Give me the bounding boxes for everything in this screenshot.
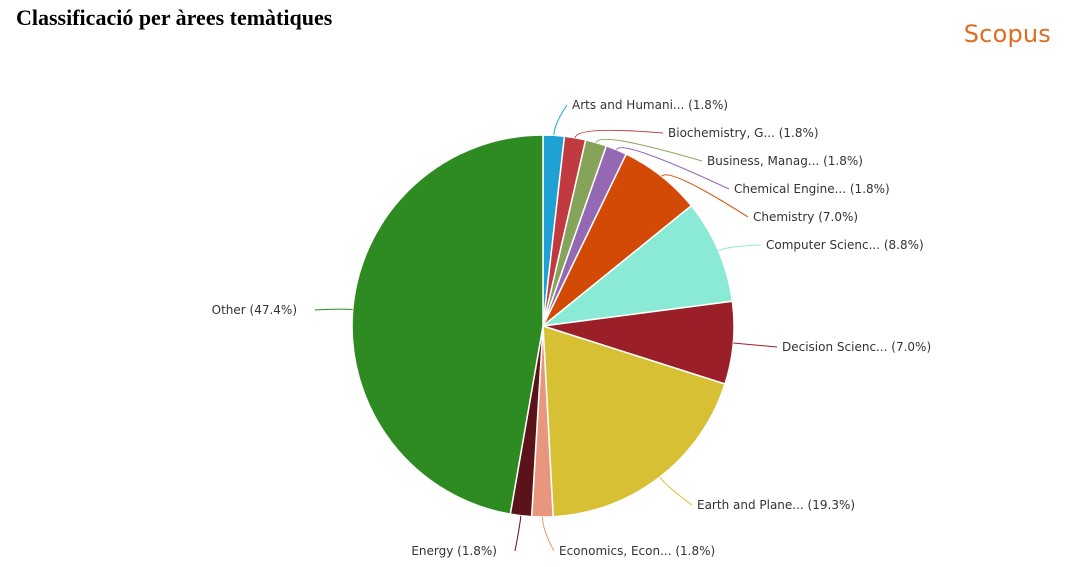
slice-label: Arts and Humani... (1.8%) xyxy=(572,98,728,112)
label-connector xyxy=(718,244,762,252)
slice-label: Chemistry (7.0%) xyxy=(753,210,858,224)
label-connector xyxy=(514,515,522,552)
scopus-logo: Scopus xyxy=(963,20,1051,48)
label-connector xyxy=(615,147,730,190)
label-connector xyxy=(659,476,693,506)
slice-label: Earth and Plane... (19.3%) xyxy=(697,498,855,512)
label-connector xyxy=(553,104,568,136)
pie-slice[interactable] xyxy=(351,134,544,516)
page-title: Classificació per àrees temàtiques xyxy=(16,5,333,30)
label-connector xyxy=(574,129,664,138)
slice-label: Computer Scienc... (8.8%) xyxy=(766,238,924,252)
slice-label: Decision Scienc... (7.0%) xyxy=(782,340,931,354)
slice-label: Business, Manag... (1.8%) xyxy=(707,154,863,168)
label-connector xyxy=(595,138,703,162)
slice-label: Economics, Econ... (1.8%) xyxy=(559,544,715,558)
slice-label: Chemical Engine... (1.8%) xyxy=(734,182,890,196)
label-connector xyxy=(733,342,778,348)
label-connector xyxy=(661,174,749,218)
label-connector xyxy=(541,516,555,552)
pie-slice[interactable] xyxy=(542,324,726,518)
slice-label: Biochemistry, G... (1.8%) xyxy=(668,126,819,140)
slice-labels: Arts and Humani... (1.8%) Biochemistry, G… xyxy=(212,98,932,558)
label-connectors xyxy=(314,104,778,552)
pie-slices xyxy=(351,134,735,518)
slice-label: Energy (1.8%) xyxy=(411,544,497,558)
slice-label: Other (47.4%) xyxy=(212,303,297,317)
label-connector xyxy=(314,308,353,311)
